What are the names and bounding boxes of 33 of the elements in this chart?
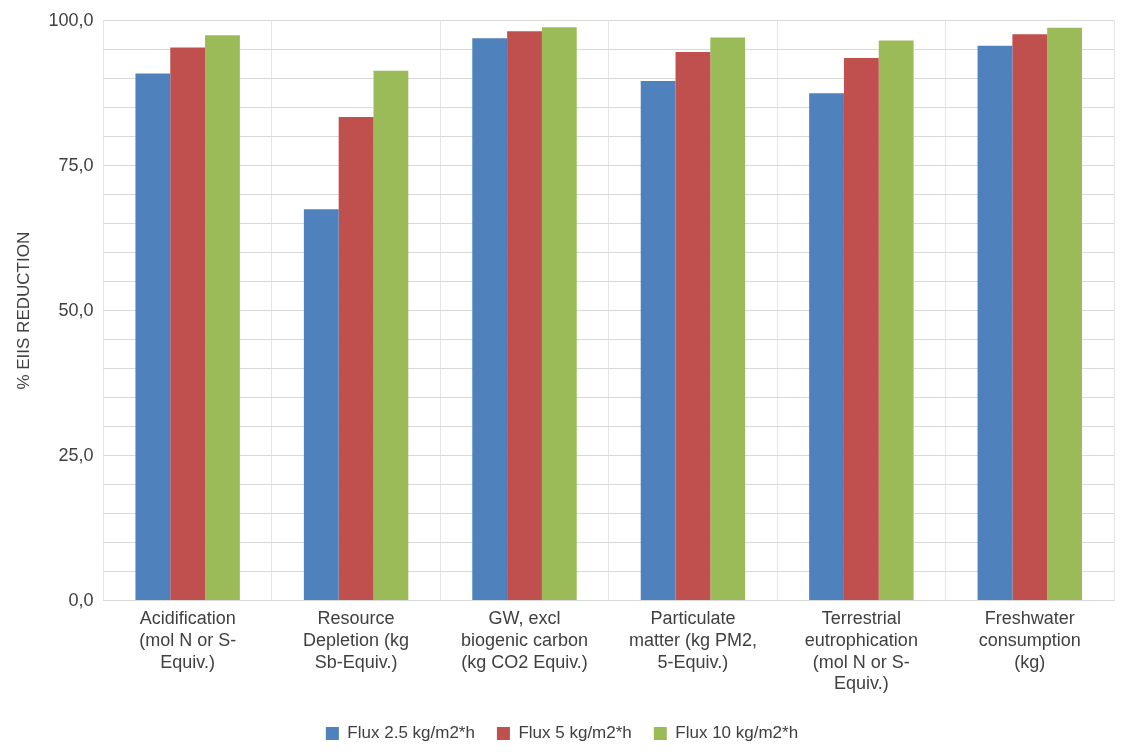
bar bbox=[878, 40, 914, 601]
legend-label: Flux 2.5 kg/m2*h bbox=[347, 723, 475, 743]
x-tick-label: Freshwater consumption (kg) bbox=[978, 608, 1081, 672]
bar bbox=[1012, 34, 1048, 601]
bar bbox=[977, 45, 1013, 601]
bar bbox=[507, 31, 542, 601]
bar bbox=[541, 27, 577, 601]
bar bbox=[640, 81, 676, 601]
y-tick-label: 0,0 bbox=[68, 589, 94, 610]
bar bbox=[135, 73, 171, 601]
bar bbox=[205, 35, 240, 601]
x-tick-label: Acidification (mol N or S- Equiv.) bbox=[139, 608, 237, 672]
x-tick-label: GW, excl biogenic carbon (kg CO2 Equiv.) bbox=[460, 608, 589, 672]
bar bbox=[303, 209, 339, 601]
legend-label: Flux 5 kg/m2*h bbox=[518, 723, 632, 743]
y-tick-label: 75,0 bbox=[58, 154, 94, 175]
y-tick-label: 100,0 bbox=[48, 9, 94, 30]
bar bbox=[373, 70, 409, 601]
y-axis-title: % EIIS REDUCTION bbox=[13, 231, 33, 390]
y-tick-label: 25,0 bbox=[58, 444, 94, 465]
y-tick-label: 50,0 bbox=[58, 299, 94, 320]
bar bbox=[338, 117, 374, 601]
bar bbox=[710, 37, 746, 601]
bar bbox=[843, 57, 879, 601]
bar bbox=[472, 38, 508, 601]
x-tick-label: Particulate matter (kg PM2, 5-Equiv.) bbox=[628, 608, 757, 672]
x-tick-label: Resource Depletion (kg Sb-Equiv.) bbox=[303, 608, 410, 672]
x-tick-label: Terrestrial eutrophication (mol N or S- Equiv.) bbox=[804, 608, 918, 694]
bar bbox=[809, 93, 844, 601]
bar bbox=[1047, 27, 1082, 601]
bar bbox=[170, 47, 206, 601]
legend-label: Flux 10 kg/m2*h bbox=[675, 723, 799, 743]
bar bbox=[675, 52, 711, 601]
